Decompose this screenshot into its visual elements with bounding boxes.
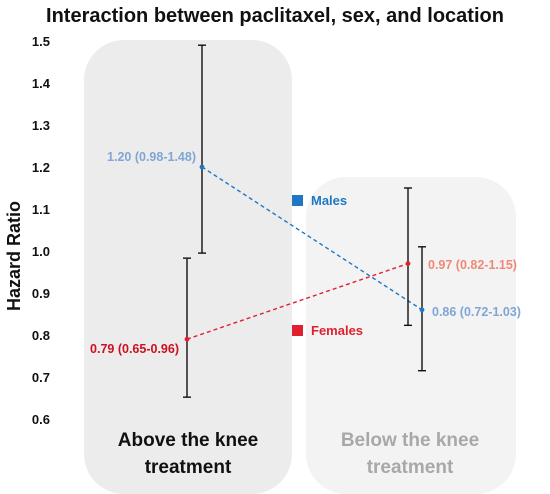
y-tick-label: 0.9 [32,286,50,301]
y-tick-label: 1.4 [32,76,51,91]
males-point-below [419,307,425,313]
above-knee-panel [84,40,292,494]
males-above-label: 1.20 (0.98-1.48) [107,150,196,164]
males-series-line [201,166,423,311]
y-tick-label: 1.5 [32,34,50,49]
below-knee-panel [306,177,516,494]
females-error-bar-below [404,187,412,327]
females-point-below [405,261,411,266]
chart-marks [183,44,426,398]
y-tick-label: 1.3 [32,118,50,133]
category-label: Below the knee [341,430,479,451]
y-tick-label: 1.1 [32,202,50,217]
y-tick-label: 0.7 [32,370,50,385]
y-tick-label: 1.2 [32,160,50,175]
y-axis-ticks: 0.6 0.7 0.8 0.9 1.0 1.1 1.2 1.3 1.4 1.5 [32,34,51,427]
legend-label-females: Females [311,323,363,338]
y-tick-label: 1.0 [32,244,50,259]
category-below-knee: Below the knee treatment [341,430,479,478]
legend-swatch-females [292,325,303,336]
y-tick-label: 0.6 [32,412,50,427]
category-label: treatment [145,457,232,478]
males-below-label: 0.86 (0.72-1.03) [432,305,521,319]
males-point-above [199,164,205,170]
y-axis-label: Hazard Ratio [4,201,24,311]
category-label: treatment [367,457,454,478]
females-above-label: 0.79 (0.65-0.96) [90,342,179,356]
females-point-above [184,336,190,342]
females-below-label: 0.97 (0.82-1.15) [428,258,517,272]
legend: Males Females [292,193,363,338]
females-series-line [186,262,409,340]
legend-label-males: Males [311,193,347,208]
females-error-bar-above [183,257,191,398]
y-tick-label: 0.8 [32,328,50,343]
category-label: Above the knee [118,430,258,451]
chart-title: Interaction between paclitaxel, sex, and… [46,5,504,27]
category-above-knee: Above the knee treatment [118,430,258,478]
males-error-bar-above [198,44,206,254]
legend-swatch-males [292,195,303,206]
